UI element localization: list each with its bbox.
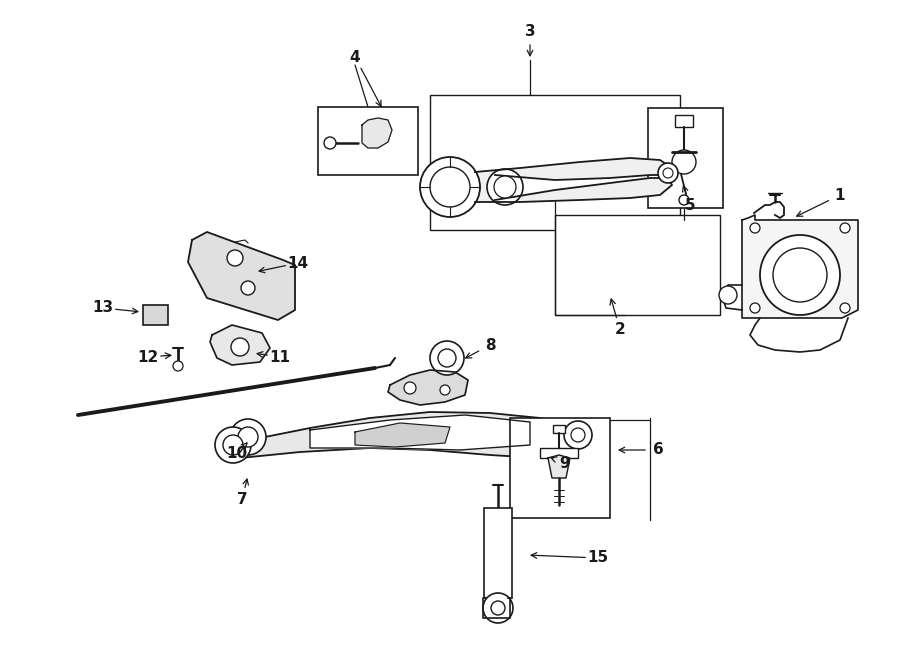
Polygon shape [475,158,672,202]
Circle shape [750,223,760,233]
Circle shape [658,163,678,183]
Polygon shape [742,215,858,318]
Polygon shape [355,423,450,447]
Circle shape [750,303,760,313]
Circle shape [173,361,183,371]
Circle shape [420,157,480,217]
Text: 4: 4 [350,50,360,65]
Bar [510,418,610,518]
Polygon shape [362,118,392,148]
Text: 3: 3 [525,24,535,40]
Circle shape [564,421,592,449]
Text: 14: 14 [287,256,309,270]
Polygon shape [310,415,530,450]
Circle shape [215,427,251,463]
Circle shape [440,385,450,395]
Circle shape [241,281,255,295]
Bar [430,95,680,230]
Text: 9: 9 [560,455,571,471]
Bar [484,508,512,598]
Circle shape [672,150,696,174]
Circle shape [719,286,737,304]
Circle shape [438,349,456,367]
Circle shape [487,169,523,205]
Circle shape [430,341,464,375]
Bar [675,115,693,127]
Text: 13: 13 [93,301,113,315]
Circle shape [840,303,850,313]
Polygon shape [188,232,295,320]
Text: 7: 7 [237,492,248,508]
Circle shape [324,137,336,149]
Circle shape [230,419,266,455]
Circle shape [223,435,243,455]
Bar [555,215,720,315]
Polygon shape [210,325,270,365]
Text: 6: 6 [652,442,663,457]
Circle shape [238,427,258,447]
Circle shape [494,176,516,198]
Polygon shape [548,455,570,478]
Text: 11: 11 [269,350,291,364]
Text: 5: 5 [685,198,696,212]
Circle shape [571,428,585,442]
Polygon shape [388,370,468,405]
Text: 8: 8 [485,338,495,352]
Circle shape [231,338,249,356]
Bar [143,305,168,325]
Text: 15: 15 [588,551,608,566]
Circle shape [840,223,850,233]
Bar [540,448,578,458]
Circle shape [227,250,243,266]
Bar [553,425,565,433]
Bar [318,107,418,175]
Circle shape [773,248,827,302]
Text: 1: 1 [835,188,845,202]
Circle shape [483,593,513,623]
Text: 2: 2 [615,323,626,338]
Text: 10: 10 [227,446,248,461]
Circle shape [679,195,689,205]
Circle shape [491,601,505,615]
Circle shape [760,235,840,315]
Circle shape [430,167,470,207]
Bar [648,108,723,208]
Circle shape [404,382,416,394]
Polygon shape [220,412,588,458]
Text: 12: 12 [138,350,158,364]
Circle shape [663,168,673,178]
